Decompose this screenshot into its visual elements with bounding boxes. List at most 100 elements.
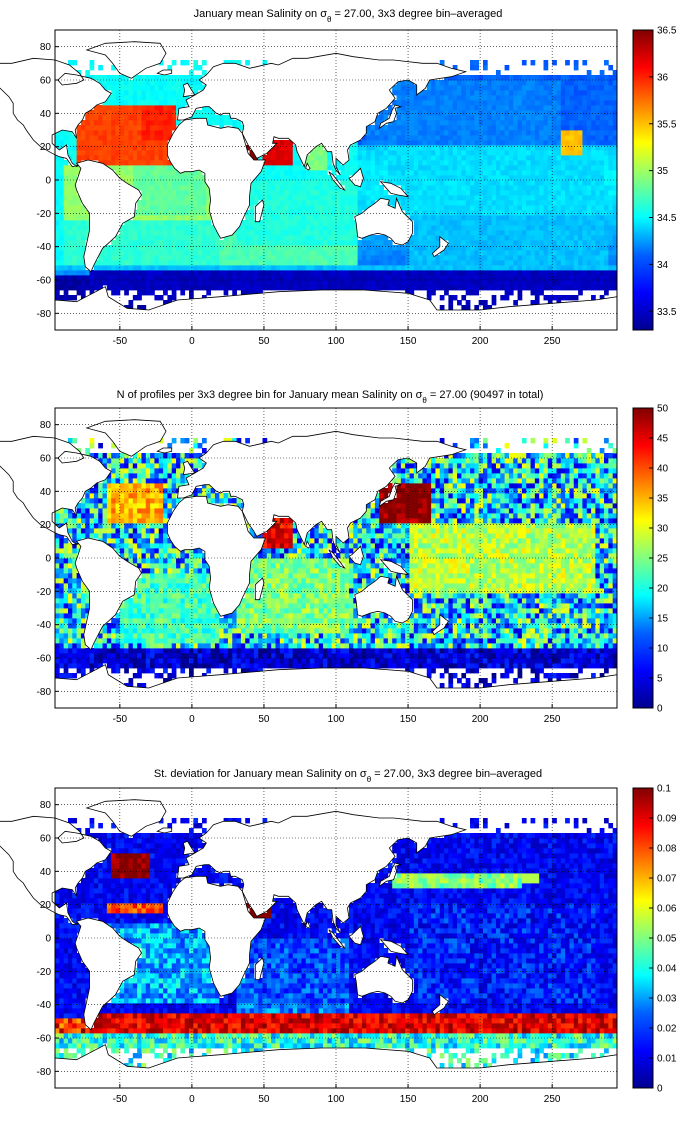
heatmap-cell (284, 165, 289, 171)
heatmap-cell (111, 443, 116, 449)
heatmap-cell (565, 210, 570, 216)
heatmap-cell (115, 498, 121, 504)
heatmap-cell (85, 230, 90, 236)
heatmap-cell (180, 75, 186, 81)
heatmap-cell (72, 553, 78, 559)
heatmap-cell (482, 165, 488, 171)
heatmap-cell (539, 175, 544, 181)
heatmap-cell (158, 250, 164, 256)
heatmap-cell (465, 175, 471, 181)
heatmap-cell (167, 100, 173, 106)
heatmap-cell (284, 265, 289, 271)
heatmap-cell (578, 235, 583, 241)
heatmap-cell (76, 290, 82, 296)
heatmap-cell (461, 165, 467, 171)
heatmap-cell (284, 145, 289, 151)
heatmap-cell (487, 85, 493, 91)
heatmap-cell (560, 75, 566, 81)
heatmap-cell (530, 120, 536, 126)
heatmap-cell (547, 200, 553, 206)
heatmap-cell (340, 285, 346, 291)
heatmap-cell (547, 255, 553, 261)
heatmap-cell (521, 120, 527, 126)
heatmap-cell (59, 285, 65, 291)
heatmap-cell (422, 235, 428, 241)
heatmap-cell (154, 270, 160, 276)
heatmap-cell (396, 150, 402, 156)
heatmap-cell (336, 200, 341, 206)
heatmap-cell (275, 205, 281, 211)
heatmap-cell (608, 180, 614, 186)
heatmap-cell (227, 260, 233, 266)
heatmap-cell (586, 285, 592, 291)
heatmap-cell (521, 235, 527, 241)
heatmap-cell (457, 135, 462, 141)
heatmap-cell (448, 220, 454, 226)
heatmap-cell (604, 285, 609, 291)
heatmap-cell (444, 220, 449, 226)
heatmap-cell (409, 260, 415, 266)
heatmap-cell (76, 195, 82, 201)
heatmap-cell (227, 240, 233, 246)
heatmap-cell (491, 275, 497, 281)
heatmap-cell (530, 125, 536, 131)
heatmap-cell (348, 260, 354, 266)
heatmap-cell (318, 200, 324, 206)
heatmap-cell (331, 200, 337, 206)
heatmap-cell (124, 230, 129, 236)
heatmap-cell (591, 260, 596, 266)
heatmap-cell (560, 200, 566, 206)
heatmap-cell (547, 140, 553, 146)
heatmap-cell (444, 205, 449, 211)
heatmap-cell (284, 155, 289, 161)
heatmap-cell (102, 130, 108, 136)
heatmap-cell (400, 205, 406, 211)
heatmap-cell (366, 195, 371, 201)
heatmap-cell (487, 95, 493, 101)
heatmap-cell (189, 80, 194, 86)
heatmap-cell (396, 145, 402, 151)
heatmap-cell (452, 155, 458, 161)
heatmap-cell (331, 165, 337, 171)
heatmap-cell (448, 245, 454, 251)
heatmap-cell (482, 80, 488, 86)
heatmap-cell (76, 200, 82, 206)
heatmap-cell (180, 195, 186, 201)
heatmap-cell (210, 275, 216, 281)
heatmap-cell (67, 195, 73, 201)
heatmap-cell (361, 185, 367, 191)
heatmap-cell (478, 215, 484, 221)
heatmap-cell (361, 165, 367, 171)
heatmap-cell (124, 250, 129, 256)
heatmap-cell (279, 185, 285, 191)
heatmap-cell (556, 165, 562, 171)
heatmap-cell (158, 200, 164, 206)
heatmap-cell (132, 95, 138, 101)
heatmap-cell (167, 295, 173, 301)
heatmap-cell (504, 185, 510, 191)
heatmap-cell (474, 210, 480, 216)
heatmap-cell (612, 75, 618, 81)
heatmap-cell (526, 100, 531, 106)
heatmap-cell (474, 305, 480, 311)
heatmap-cell (305, 225, 311, 231)
heatmap-cell (578, 90, 583, 96)
heatmap-cell (426, 165, 432, 171)
heatmap-cell (569, 280, 575, 286)
heatmap-cell (258, 245, 263, 251)
heatmap-cell (504, 275, 510, 281)
heatmap-cell (465, 105, 471, 111)
heatmap-cell (444, 145, 449, 151)
heatmap-cell (258, 225, 263, 231)
heatmap-cell (266, 235, 272, 241)
heatmap-cell (604, 230, 609, 236)
heatmap-cell (106, 275, 112, 281)
heatmap-cell (102, 528, 108, 534)
heatmap-cell (184, 250, 190, 256)
heatmap-cell (452, 295, 458, 301)
heatmap-cell (297, 160, 302, 166)
heatmap-cell (197, 80, 203, 86)
heatmap-cell (534, 190, 540, 196)
heatmap-cell (197, 285, 203, 291)
heatmap-cell (292, 170, 298, 176)
